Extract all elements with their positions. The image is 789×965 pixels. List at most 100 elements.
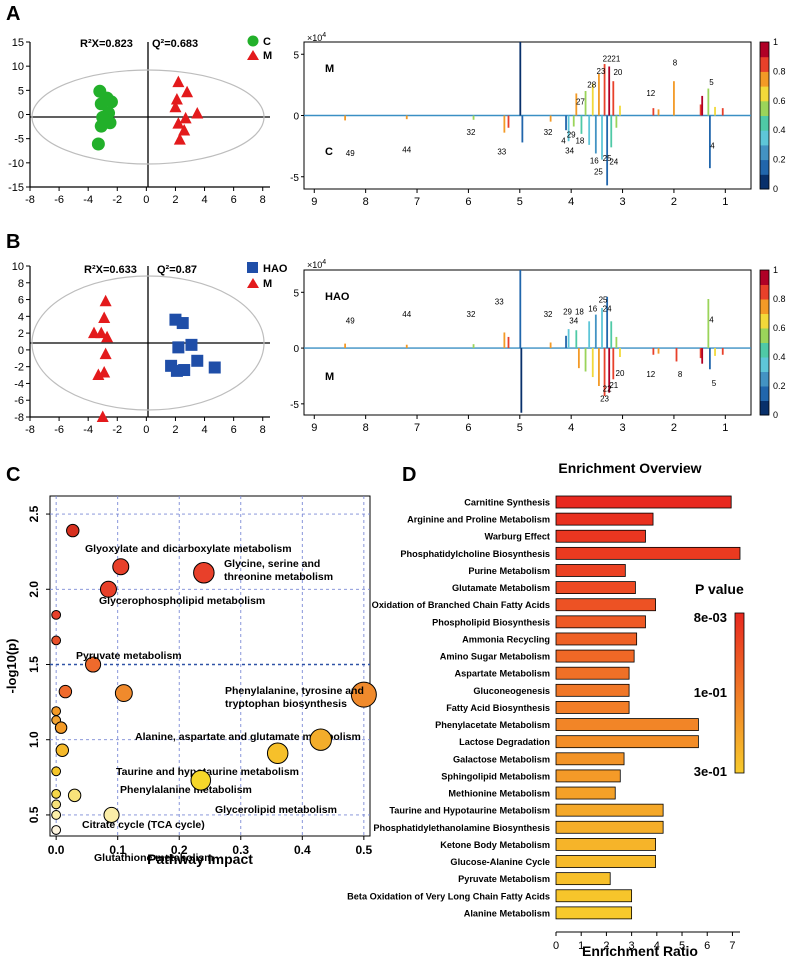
pathway-point [51, 635, 62, 646]
peak-label: 8 [673, 58, 678, 67]
enrichment-bar [555, 683, 630, 697]
pathway-point [51, 810, 62, 820]
y-tick-label: 1.5 [27, 656, 41, 673]
score-point-m [172, 75, 185, 88]
x-tick-label: 0.2 [171, 843, 188, 857]
y-tick-label: 2.0 [27, 581, 41, 598]
pathway-point [51, 766, 62, 777]
colorbar-tick-label: 0.2 [773, 381, 786, 391]
peak-label: 27 [576, 97, 585, 106]
colorbar-segment [760, 284, 769, 300]
pathway-point [85, 656, 102, 673]
pathway-point [112, 558, 130, 576]
enrichment-panel: Enrichment Overview Carnitine Synthesis A… [347, 460, 745, 959]
x-tick-label: -2 [112, 194, 122, 206]
y-tick-label: 10 [12, 61, 24, 73]
colorbar-frame [759, 41, 770, 190]
peak-label: 20 [616, 369, 625, 378]
peak-label: 24 [609, 158, 618, 167]
x-tick-label: 8 [363, 196, 369, 208]
peak-label: 44 [402, 310, 411, 319]
nmr-a-panel: ×104 9 8 7 6 5 4 3 2 150-549 44323332429341816252… [290, 32, 785, 208]
peak-label: 33 [495, 298, 504, 307]
x-tick-label: 2 [172, 424, 178, 436]
x-tick-label: 4 [654, 940, 660, 952]
enrichment-category-label: Aspartate Metabolism [455, 669, 550, 679]
enrichment-bar [555, 598, 656, 612]
panel-label-a: A [6, 3, 20, 25]
enrichment-category-label: Sphingolipid Metabolism [441, 771, 550, 781]
enrichment-category-label: Fatty Acid Biosynthesis [446, 703, 550, 713]
pathway-label: Phenylalanine, tyrosine and tryptophan bi… [225, 685, 364, 710]
pathway-plot-frame [49, 495, 371, 837]
score-point-hao [185, 338, 198, 351]
y-tick-label: -5 [290, 400, 299, 411]
x-tick-label: -8 [25, 194, 35, 206]
enrichment-category-label: Beta Oxidation of Very Long Chain Fatty … [347, 891, 550, 901]
x-tick-label: -2 [112, 424, 122, 436]
x-tick-label: 5 [679, 940, 685, 952]
pathway-point [55, 743, 70, 757]
x-tick-label: 8 [363, 422, 369, 434]
enrichment-category-label: Glucose-Alanine Cycle [450, 857, 550, 867]
x-tick-label: 2 [671, 196, 677, 208]
x-tick-label: 4 [568, 196, 574, 208]
x-tick-label: 0.1 [109, 843, 126, 857]
colorbar-segment [760, 159, 769, 175]
pathway-point [67, 788, 82, 803]
pathway-label: Glycine, serine and threonine metabolism [224, 558, 333, 583]
enrichment-category-label: Phenylacetate Metabolism [435, 720, 550, 730]
legend-label-m-b: M [263, 278, 272, 290]
x-tick-label: 6 [465, 196, 471, 208]
pathway-label: Phenylalanine metabolism [120, 784, 252, 796]
y-tick-label: 6 [18, 295, 24, 307]
enrichment-category-label: Alanine Metabolism [464, 908, 550, 918]
peak-label: 22 [603, 385, 612, 394]
enrichment-category-label: Warburg Effect [484, 532, 550, 542]
pathway-point [99, 580, 117, 598]
pathway-point [51, 825, 62, 835]
panel-label-d: D [402, 464, 416, 486]
pathway-point [190, 770, 212, 791]
colorbar-segment [760, 371, 769, 387]
score-point-m [179, 111, 192, 124]
enrichment-bar [555, 803, 664, 817]
peak-label: 28 [587, 80, 596, 89]
peak-label: 12 [646, 370, 655, 379]
enrichment-category-label: Lactose Degradation [459, 737, 550, 747]
score-point-m [96, 410, 109, 422]
enrichment-bar [555, 906, 633, 920]
enrichment-category-label: Ketone Body Metabolism [440, 840, 550, 850]
y-tick-label: 8 [18, 278, 24, 290]
colorbar-tick-label: 0.6 [773, 323, 786, 333]
pca-a-ticks: -8 -6 -4 -2 0 2 4 6 8 15 10 5 0 -5 -10 -15 [8, 37, 266, 206]
x-tick-label: 5 [517, 422, 523, 434]
pvalue-color-bar [734, 612, 745, 774]
x-tick-label: -4 [83, 194, 93, 206]
peak-label: 4 [710, 142, 715, 151]
peak-label: 24 [603, 304, 612, 313]
colorbar-frame [759, 269, 770, 416]
y-tick-label: 0.5 [27, 806, 41, 823]
x-tick-label: 0.5 [356, 843, 373, 857]
legend-label-hao: HAO [263, 263, 288, 275]
peak-label: 34 [569, 317, 578, 326]
y-tick-label: -5 [14, 134, 24, 146]
pvalue-tick-mid: 1e-01 [694, 685, 727, 700]
y-tick-label: -2 [14, 362, 24, 374]
peak-label: 33 [497, 148, 506, 157]
pathway-point [51, 799, 62, 810]
x-tick-label: 0 [143, 424, 149, 436]
x-tick-label: 1 [722, 196, 728, 208]
colorbar-segment [760, 342, 769, 358]
legend-marker-m-b [247, 278, 259, 288]
pathway-point [309, 728, 332, 751]
colorbar-segment [760, 130, 769, 146]
enrichment-bar [555, 581, 636, 594]
pathway-point [51, 788, 62, 799]
enrichment-category-label: Gluconeogenesis [473, 686, 550, 696]
enrichment-category-label: Amino Sugar Metabolism [440, 652, 550, 662]
enrichment-bar [555, 615, 646, 629]
colorbar-segment [760, 386, 769, 401]
